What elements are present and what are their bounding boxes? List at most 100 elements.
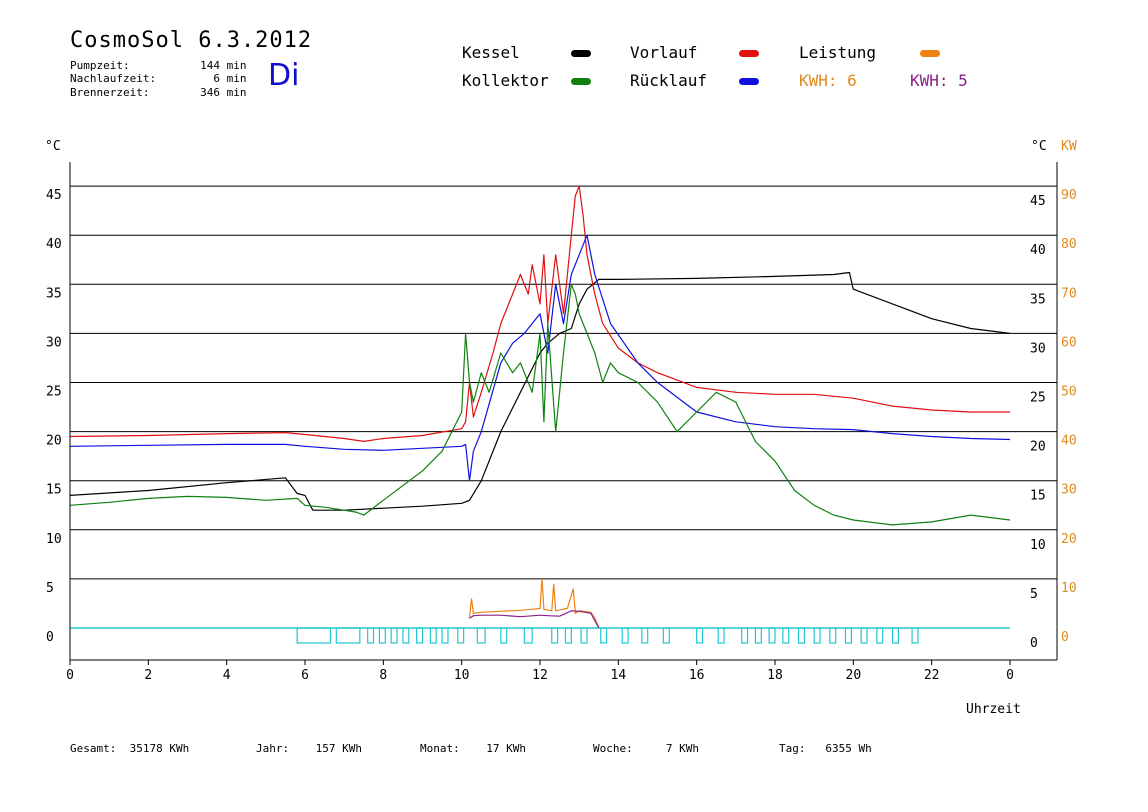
- stat-label: Pumpzeit:: [70, 59, 130, 72]
- right-tick-label-kw: 0: [1061, 630, 1069, 645]
- series-kessel-line: [69, 271, 1011, 511]
- burner-interval: [829, 627, 837, 644]
- left-tick-label: 30: [46, 335, 62, 350]
- legend-kessel-label: Kessel: [462, 43, 520, 62]
- stat-brennerzeit: Brennerzeit: 346 min: [70, 86, 247, 99]
- x-axis-label: Uhrzeit: [966, 702, 1021, 717]
- footer-jahr: Jahr: 157 KWh: [256, 742, 362, 755]
- legend-leistung-swatch: [920, 50, 940, 57]
- right-tick-label-c: 25: [1030, 391, 1046, 406]
- burner-interval: [844, 627, 852, 644]
- left-tick-label: 35: [46, 286, 62, 301]
- stat-value: 346: [200, 86, 220, 99]
- series-pump-line: [469, 610, 600, 629]
- stat-unit: min: [226, 72, 247, 85]
- burner-interval: [876, 627, 884, 644]
- right-tick-label-kw: 10: [1061, 581, 1077, 596]
- stat-label: Brennerzeit:: [70, 86, 150, 99]
- right-tick-label-kw: 80: [1061, 237, 1077, 252]
- burner-interval: [441, 627, 449, 644]
- burner-interval: [457, 627, 465, 644]
- right-axis-unit-c: °C: [1031, 139, 1047, 154]
- burner-interval: [378, 627, 386, 644]
- series-leistung-line: [468, 578, 600, 629]
- burner-interval: [741, 627, 749, 644]
- x-tick-label: 12: [532, 668, 548, 683]
- burner-interval: [335, 627, 361, 644]
- burner-interval: [797, 627, 805, 644]
- right-tick-label-c: 0: [1030, 636, 1038, 651]
- legend-kollektor-label: Kollektor: [462, 71, 549, 90]
- legend-vorlauf-label: Vorlauf: [630, 43, 698, 62]
- x-tick-label: 20: [846, 668, 862, 683]
- burner-interval: [621, 627, 629, 644]
- stat-unit: min: [226, 59, 247, 72]
- right-tick-label-c: 30: [1030, 341, 1046, 356]
- legend-kollektor-swatch: [571, 78, 591, 85]
- x-tick-label: 14: [611, 668, 627, 683]
- burner-interval: [754, 627, 762, 644]
- burner-series: [70, 627, 1010, 644]
- left-tick-label: 45: [46, 188, 62, 203]
- burner-interval: [696, 627, 704, 644]
- burner-interval: [416, 627, 424, 644]
- series-rcklauf-line: [69, 234, 1011, 482]
- burner-interval: [551, 627, 559, 644]
- burner-interval: [580, 627, 588, 644]
- x-tick-label: 6: [301, 668, 309, 683]
- x-tick-label: 8: [379, 668, 387, 683]
- legend-ruecklauf-label: Rücklauf: [630, 71, 708, 90]
- burner-interval: [500, 627, 508, 644]
- burner-interval: [891, 627, 899, 644]
- burner-interval: [911, 627, 919, 644]
- burner-interval: [402, 627, 410, 644]
- burner-interval: [600, 627, 608, 644]
- footer-tag: Tag: 6355 Wh: [779, 742, 872, 755]
- burner-interval: [860, 627, 868, 644]
- stat-nachlaufzeit: Nachlaufzeit: 6 min: [70, 72, 247, 85]
- series-vorlauf-line: [69, 185, 1010, 442]
- x-tick-label: 2: [144, 668, 152, 683]
- burner-interval: [367, 627, 375, 644]
- left-tick-label: 20: [46, 434, 62, 449]
- right-tick-label-kw: 50: [1061, 385, 1077, 400]
- burner-interval: [717, 627, 725, 644]
- burner-interval: [768, 627, 776, 644]
- right-tick-label-kw: 70: [1061, 286, 1077, 301]
- left-tick-label: 15: [46, 483, 62, 498]
- burner-interval: [476, 627, 486, 644]
- stat-value: 144: [200, 59, 220, 72]
- legend-leistung-label: Leistung: [799, 43, 877, 62]
- legend-kwh-solar: KWH: 6: [799, 71, 857, 90]
- stat-pumpzeit: Pumpzeit: 144 min: [70, 59, 247, 72]
- right-axis-unit-kw: KW: [1061, 139, 1077, 154]
- right-tick-label-c: 20: [1030, 440, 1046, 455]
- chart-title: CosmoSol 6.3.2012: [70, 28, 313, 53]
- burner-interval: [782, 627, 790, 644]
- left-tick-label: 10: [46, 532, 62, 547]
- legend-kwh-pump: KWH: 5: [910, 71, 968, 90]
- right-tick-label-c: 35: [1030, 292, 1046, 307]
- stat-label: Nachlaufzeit:: [70, 72, 157, 85]
- burner-interval: [429, 627, 437, 644]
- left-axis-unit: °C: [45, 139, 61, 154]
- left-tick-label: 25: [46, 385, 62, 400]
- left-tick-label: 5: [46, 581, 54, 596]
- x-tick-label: 0: [1006, 668, 1014, 683]
- burner-interval: [390, 627, 398, 644]
- series-kollektor-line: [69, 283, 1011, 526]
- x-tick-label: 22: [924, 668, 940, 683]
- burner-interval: [662, 627, 670, 644]
- left-tick-label: 0: [46, 630, 54, 645]
- burner-interval: [296, 627, 332, 644]
- right-tick-label-c: 15: [1030, 489, 1046, 504]
- stat-unit: min: [226, 86, 247, 99]
- x-tick-label: 18: [767, 668, 783, 683]
- x-tick-label: 4: [223, 668, 231, 683]
- right-tick-label-c: 10: [1030, 538, 1046, 553]
- x-tick-label: 10: [454, 668, 470, 683]
- right-tick-label-c: 5: [1030, 587, 1038, 602]
- burner-interval: [564, 627, 572, 644]
